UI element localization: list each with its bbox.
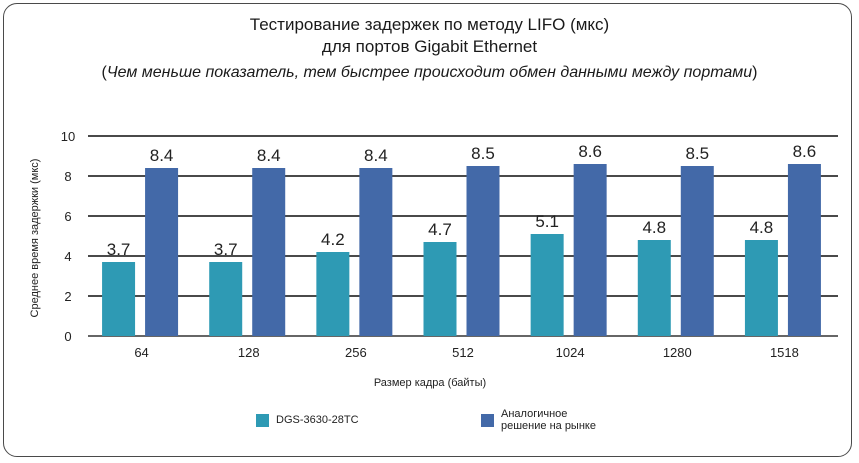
data-label: 8.5 [471, 144, 495, 163]
bar-competitor [573, 164, 607, 336]
x-axis-ticks: 64 128 256 512 1024 1280 1518 [134, 345, 799, 360]
y-tick-label: 8 [64, 169, 71, 184]
data-label: 4.2 [321, 230, 345, 249]
data-label: 4.8 [642, 218, 666, 237]
data-label: 8.6 [578, 142, 602, 161]
x-tick-label: 128 [238, 345, 260, 360]
data-labels: 3.7 8.4 3.7 8.4 4.2 8.4 4.7 8.5 5.1 8.6 4.8 8.5 4.8 8… [107, 142, 816, 259]
y-tick-label: 0 [64, 329, 71, 344]
x-axis-label: Размер кадра (байты) [374, 377, 486, 389]
legend-swatch-dgs [256, 414, 269, 427]
bars [102, 164, 821, 336]
data-label: 8.6 [793, 142, 817, 161]
y-tick-label: 10 [61, 129, 75, 144]
y-tick-label: 6 [64, 209, 71, 224]
data-label: 4.7 [428, 220, 452, 239]
chart-subtitle: (Чем меньше показатель, тем быстрее прои… [0, 64, 859, 82]
subtitle-open-paren: ( [101, 64, 107, 81]
y-axis-label: Среднее время задержки (мкс) [29, 159, 41, 318]
bar-dgs-3630 [209, 262, 243, 336]
subtitle-text: Чем меньше показатель, тем быстрее проис… [106, 64, 753, 81]
data-label: 8.4 [257, 146, 281, 165]
bar-competitor [359, 168, 393, 336]
subtitle-close-paren: ) [752, 64, 758, 81]
x-tick-label: 512 [452, 345, 474, 360]
y-axis-ticks: 0 2 4 6 8 10 [61, 129, 75, 344]
bar-dgs-3630 [744, 240, 778, 336]
legend-swatch-competitor [481, 414, 494, 427]
x-tick-label: 64 [134, 345, 148, 360]
legend-label-competitor-line2: решение на рынке [501, 420, 596, 432]
bar-competitor [787, 164, 821, 336]
bar-competitor [466, 166, 500, 336]
data-label: 3.7 [107, 240, 131, 259]
legend-label-competitor: Аналогичное решение на рынке [501, 408, 596, 432]
data-label: 5.1 [535, 212, 559, 231]
data-label: 4.8 [750, 218, 774, 237]
bar-dgs-3630 [637, 240, 671, 336]
x-tick-label: 1518 [770, 345, 799, 360]
chart-title-line2: для портов Gigabit Ethernet [321, 37, 538, 56]
y-tick-label: 2 [64, 289, 71, 304]
bar-competitor [252, 168, 286, 336]
bar-dgs-3630 [530, 234, 564, 336]
data-label: 3.7 [214, 240, 238, 259]
x-tick-label: 1024 [556, 345, 585, 360]
y-tick-label: 4 [64, 249, 71, 264]
bar-dgs-3630 [102, 262, 136, 336]
bar-competitor [145, 168, 179, 336]
bar-competitor [680, 166, 714, 336]
gridlines [88, 135, 838, 337]
x-tick-label: 1280 [663, 345, 692, 360]
bar-dgs-3630 [423, 242, 457, 336]
data-label: 8.4 [364, 146, 388, 165]
x-tick-label: 256 [345, 345, 367, 360]
legend-label-dgs: DGS-3630-28TC [276, 414, 359, 426]
data-label: 8.5 [685, 144, 709, 163]
data-label: 8.4 [150, 146, 174, 165]
legend-label-competitor-line1: Аналогичное [501, 408, 568, 420]
chart-title: Тестирование задержек по методу LIFO (мк… [249, 15, 610, 34]
bar-dgs-3630 [316, 252, 350, 336]
